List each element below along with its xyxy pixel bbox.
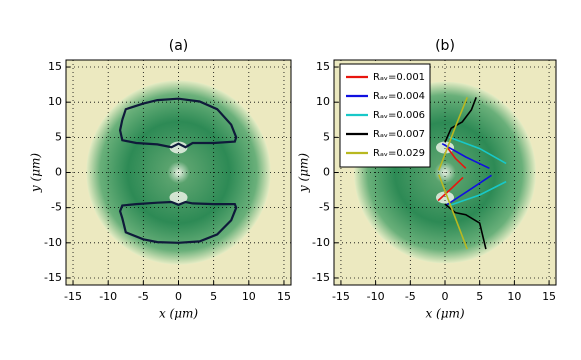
y-tick-label: 15 — [48, 60, 62, 73]
series-line — [118, 97, 238, 244]
x-tick-label: -5 — [405, 290, 416, 303]
legend-label: Rₐᵥ=0.007 — [373, 129, 425, 140]
frame — [333, 59, 557, 286]
x-tick-label: 0 — [442, 290, 449, 303]
legend-label: Rₐᵥ=0.029 — [373, 148, 425, 159]
y-tick-label: -15 — [312, 271, 330, 284]
x-tick-label: -15 — [64, 290, 82, 303]
x-tick-label: -10 — [367, 290, 385, 303]
series-line — [438, 97, 468, 250]
x-tick-label: 15 — [542, 290, 556, 303]
x-tick-label: 0 — [175, 290, 182, 303]
chart-title: (b) — [435, 38, 455, 54]
legend-label: Rₐᵥ=0.006 — [373, 110, 425, 121]
y-tick-label: 0 — [323, 166, 330, 179]
y-tick-label: 5 — [55, 130, 62, 143]
y-tick-label: -10 — [44, 236, 62, 249]
x-tick-label: 5 — [210, 290, 217, 303]
y-axis-label: y (μm) — [29, 153, 43, 193]
x-tick-label: -5 — [138, 290, 149, 303]
x-tick-label: -10 — [99, 290, 117, 303]
y-tick-label: 5 — [323, 130, 330, 143]
x-axis-label: x (μm) — [425, 307, 464, 321]
y-tick-label: -5 — [51, 201, 62, 214]
y-tick-label: -10 — [312, 236, 330, 249]
series-line — [437, 146, 467, 202]
series-line — [448, 136, 507, 207]
x-tick-label: 5 — [476, 290, 483, 303]
y-tick-label: -5 — [319, 201, 330, 214]
chart-title: (a) — [169, 38, 189, 54]
x-axis-label: x (μm) — [159, 307, 198, 321]
hot-spot — [169, 191, 188, 204]
x-tick-label: 10 — [507, 290, 521, 303]
legend-label: Rₐᵥ=0.004 — [373, 91, 425, 102]
y-tick-label: 0 — [55, 166, 62, 179]
y-tick-label: 10 — [316, 95, 330, 108]
series-line — [441, 143, 492, 207]
y-tick-label: 15 — [316, 60, 330, 73]
hot-spot — [169, 141, 188, 154]
frame — [65, 59, 292, 286]
x-tick-label: -15 — [332, 290, 350, 303]
x-tick-label: 10 — [242, 290, 256, 303]
legend-label: Rₐᵥ=0.001 — [373, 72, 425, 83]
y-tick-label: -15 — [44, 271, 62, 284]
x-tick-label: 15 — [277, 290, 291, 303]
y-axis-label: y (μm) — [297, 153, 311, 193]
y-tick-label: 10 — [48, 95, 62, 108]
